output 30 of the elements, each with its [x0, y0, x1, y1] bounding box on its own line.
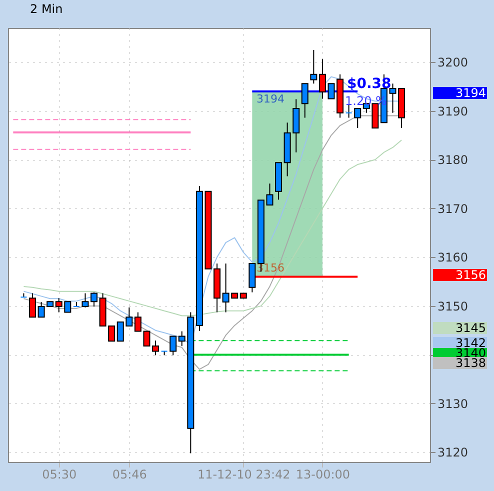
- candlestick: [248, 263, 256, 293]
- candlestick: [301, 83, 308, 118]
- line-series: [23, 140, 402, 316]
- y-tick-label: 3150: [438, 299, 468, 314]
- y-tick-label: 3130: [438, 396, 468, 411]
- candlestick: [354, 108, 362, 128]
- y-tick-label: 3120: [438, 446, 468, 460]
- y-tick-label: 3180: [438, 153, 468, 168]
- y-tick-label: 3200: [438, 56, 468, 70]
- text: 3138: [455, 356, 486, 370]
- ref-line-label: 3194: [256, 92, 285, 106]
- x-tick-label: 13-00:00: [296, 468, 350, 482]
- candlestick: [345, 104, 352, 118]
- chart-title: 2 Min: [30, 2, 63, 16]
- text: 3156: [455, 268, 486, 282]
- candlestick: [90, 292, 98, 307]
- x-tick-label: 05:46: [112, 468, 147, 482]
- y-tick-label: 3170: [438, 202, 468, 216]
- candlestick: [29, 292, 36, 318]
- y-tick-label: 3190: [438, 104, 468, 118]
- candlestick: [170, 336, 177, 356]
- x-tick-label: 05:30: [42, 468, 77, 482]
- candlestick: [152, 340, 160, 356]
- text: 3145: [455, 321, 486, 335]
- annotation: 1.20 %: [345, 94, 387, 108]
- candlestick: [310, 49, 318, 84]
- x-tick-label: 11-12-10 23:42: [197, 468, 290, 482]
- text: 3194: [455, 86, 486, 100]
- candlestick: [82, 292, 89, 308]
- y-tick-label: 3160: [438, 250, 468, 265]
